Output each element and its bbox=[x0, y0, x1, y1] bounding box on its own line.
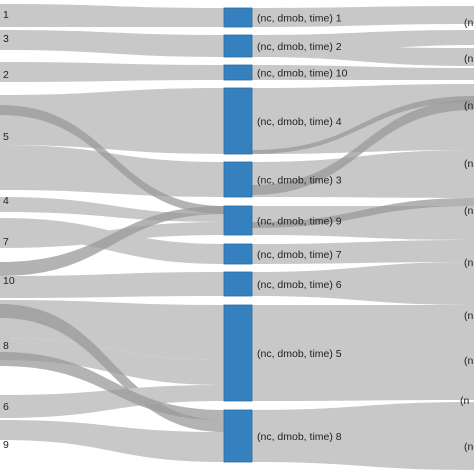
flow-link-left[interactable] bbox=[0, 352, 224, 420]
left-node-label: 8 bbox=[3, 340, 9, 352]
flow-link-left[interactable] bbox=[0, 304, 224, 432]
middle-node-labels: (nc, dmob, time) 1 (nc, dmob, time) 2 (nc,… bbox=[257, 13, 348, 444]
middle-node-label: (nc, dmob, time) 9 bbox=[257, 216, 342, 228]
flow-link-left[interactable] bbox=[0, 88, 224, 154]
middle-node-label: (nc, dmob, time) 6 bbox=[257, 279, 342, 291]
middle-node-label: (nc, dmob, time) 7 bbox=[257, 249, 342, 261]
right-node-label: (n bbox=[460, 395, 469, 407]
right-node-label: (n bbox=[464, 257, 473, 269]
flow-link-left[interactable] bbox=[0, 385, 224, 418]
flow-link-left[interactable] bbox=[0, 206, 224, 276]
right-edge-labels: (n (n (n (n (n (n (n (n (nc (n bbox=[460, 17, 474, 453]
middle-node-label: (nc, dmob, time) 4 bbox=[257, 116, 342, 128]
sankey-node[interactable] bbox=[223, 34, 253, 58]
right-node-label: (n bbox=[464, 17, 473, 29]
flow-link-left[interactable] bbox=[0, 145, 224, 197]
left-node-label: 4 bbox=[3, 195, 9, 207]
sankey-node[interactable] bbox=[223, 161, 253, 198]
right-node-label: (n bbox=[464, 205, 473, 217]
left-node-label: 1 bbox=[3, 9, 9, 21]
left-node-labels: 1 3 2 5 4 7 10 8 6 9 bbox=[3, 9, 15, 451]
left-node-label: 3 bbox=[3, 33, 9, 45]
middle-nodes bbox=[223, 7, 253, 463]
right-links bbox=[252, 6, 474, 470]
flow-link-right[interactable] bbox=[252, 262, 474, 305]
right-node-label: (n bbox=[464, 158, 473, 170]
flow-link-right[interactable] bbox=[252, 96, 474, 154]
flow-link-left[interactable] bbox=[0, 30, 224, 57]
flow-link-right[interactable] bbox=[252, 150, 474, 198]
flow-link-right[interactable] bbox=[252, 402, 474, 470]
flow-link-right[interactable] bbox=[252, 198, 474, 228]
flow-link-right[interactable] bbox=[252, 45, 474, 66]
right-node-label: (n bbox=[464, 355, 473, 367]
left-node-label: 10 bbox=[3, 275, 15, 287]
left-node-label: 2 bbox=[3, 69, 9, 81]
middle-node-label: (nc, dmob, time) 2 bbox=[257, 41, 342, 53]
sankey-node[interactable] bbox=[223, 64, 253, 81]
flow-link-right[interactable] bbox=[252, 240, 474, 264]
flow-link-right[interactable] bbox=[252, 6, 474, 27]
flow-link-left[interactable] bbox=[0, 420, 224, 462]
flow-link-left[interactable] bbox=[0, 338, 224, 385]
sankey-node[interactable] bbox=[223, 7, 253, 28]
flow-link-left[interactable] bbox=[0, 300, 224, 360]
right-node-label: (n bbox=[464, 310, 473, 322]
right-node-label: (n bbox=[464, 100, 473, 112]
right-node-label: (nc bbox=[464, 441, 474, 453]
flow-link-left[interactable] bbox=[0, 272, 224, 298]
left-links bbox=[0, 4, 224, 462]
right-node-label: (n bbox=[464, 53, 473, 65]
sankey-node[interactable] bbox=[223, 304, 253, 402]
sankey-node[interactable] bbox=[223, 87, 253, 155]
flow-link-right[interactable] bbox=[252, 100, 474, 195]
sankey-node[interactable] bbox=[223, 243, 253, 265]
flow-link-right[interactable] bbox=[252, 206, 474, 240]
left-node-label: 9 bbox=[3, 439, 9, 451]
flow-link-right[interactable] bbox=[252, 65, 474, 80]
sankey-node[interactable] bbox=[223, 409, 253, 463]
sankey-node[interactable] bbox=[223, 205, 253, 236]
middle-node-label: (nc, dmob, time) 10 bbox=[257, 68, 348, 80]
middle-node-label: (nc, dmob, time) 5 bbox=[257, 348, 342, 360]
sankey-node[interactable] bbox=[223, 271, 253, 297]
middle-node-label: (nc, dmob, time) 3 bbox=[257, 175, 342, 187]
flow-link-left[interactable] bbox=[0, 62, 224, 82]
left-node-label: 7 bbox=[3, 236, 9, 248]
flow-link-right[interactable] bbox=[252, 84, 474, 154]
flow-link-right[interactable] bbox=[252, 305, 474, 401]
left-node-label: 6 bbox=[3, 401, 9, 413]
flow-link-left[interactable] bbox=[0, 105, 224, 214]
middle-node-label: (nc, dmob, time) 8 bbox=[257, 431, 342, 443]
flow-link-left[interactable] bbox=[0, 4, 224, 27]
middle-node-label: (nc, dmob, time) 1 bbox=[257, 13, 342, 25]
left-node-label: 5 bbox=[3, 131, 9, 143]
